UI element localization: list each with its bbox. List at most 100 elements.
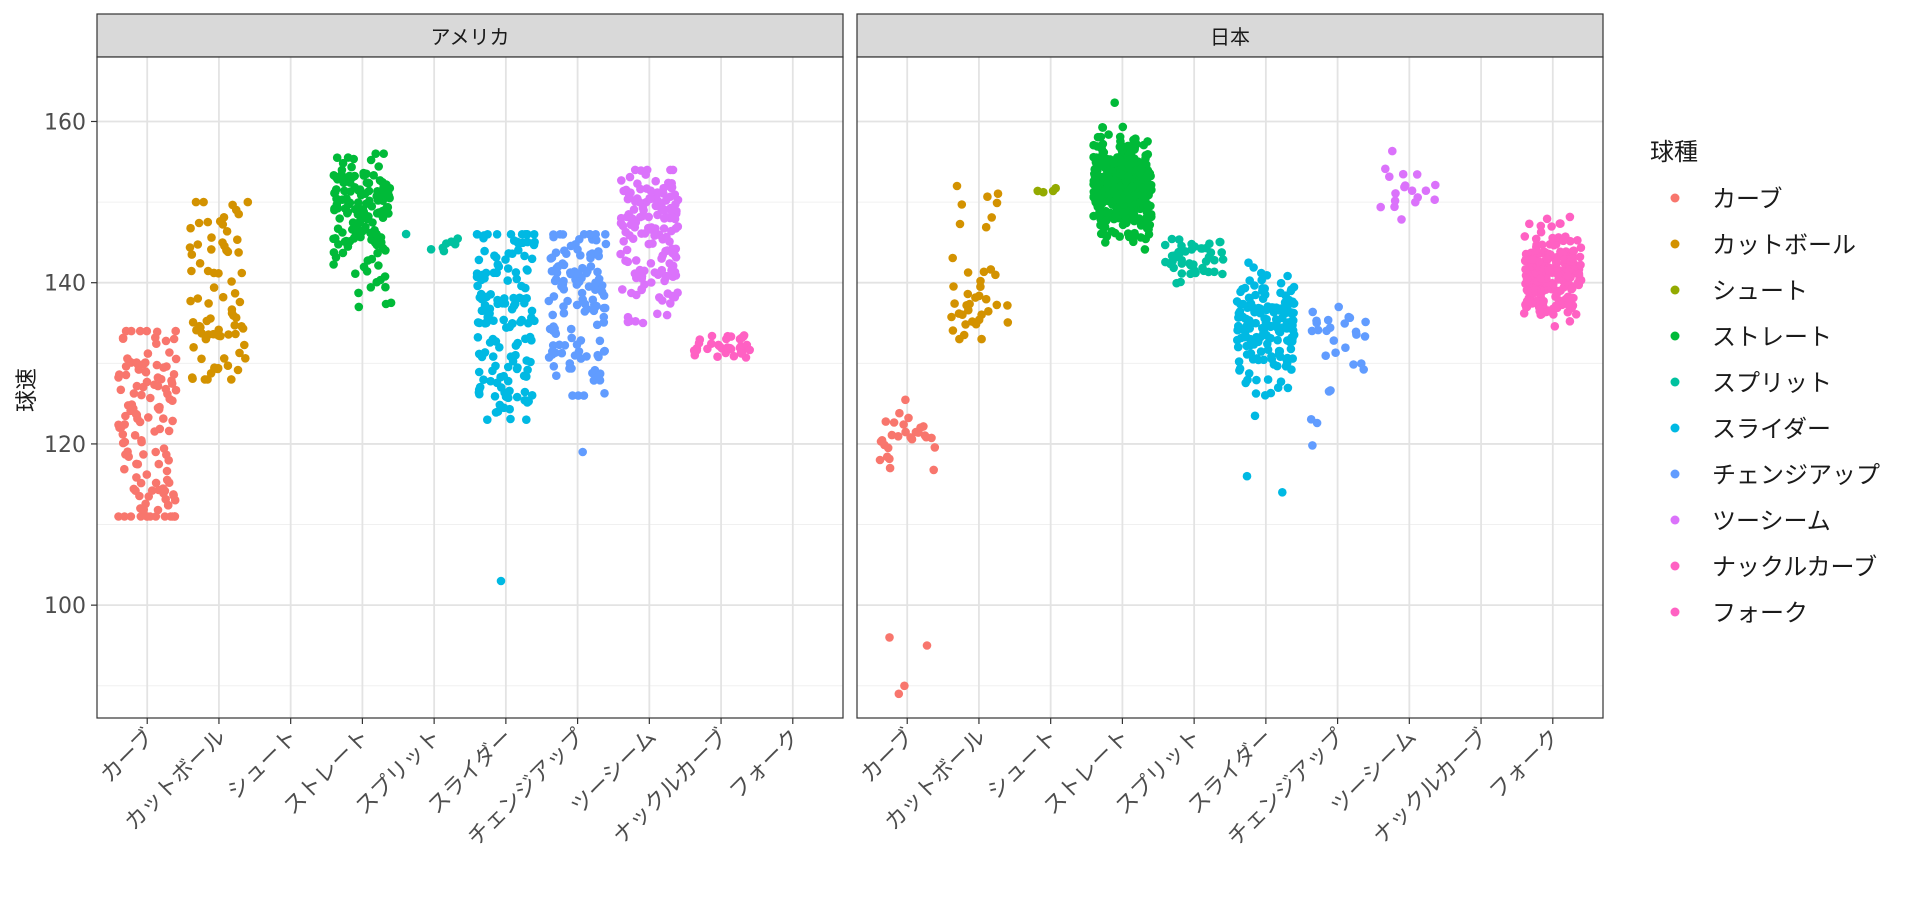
data-point — [1176, 277, 1185, 287]
data-point — [1289, 330, 1299, 340]
data-point — [1140, 245, 1150, 254]
data-point — [1190, 242, 1199, 251]
data-point — [1142, 173, 1151, 182]
data-point — [1117, 142, 1127, 151]
data-point — [1351, 327, 1361, 337]
data-point — [639, 206, 648, 215]
data-point — [521, 283, 530, 293]
data-point — [666, 299, 675, 308]
data-point — [1143, 202, 1153, 211]
data-point — [1563, 271, 1572, 281]
legend-label: カットボール — [1712, 231, 1856, 259]
data-point — [594, 274, 604, 284]
data-point — [1272, 303, 1281, 313]
data-point — [147, 486, 157, 495]
data-point — [1124, 172, 1133, 181]
data-point — [1326, 386, 1335, 395]
data-point — [1575, 252, 1585, 262]
data-point — [619, 186, 628, 196]
data-point — [503, 376, 513, 386]
data-point — [474, 255, 484, 265]
data-point — [127, 326, 136, 336]
data-point — [1548, 233, 1557, 243]
data-point — [901, 395, 910, 405]
y-tick-label: 160 — [44, 110, 86, 135]
data-point — [473, 333, 483, 342]
data-point — [1263, 345, 1273, 355]
data-point — [188, 374, 197, 384]
data-point — [663, 289, 673, 298]
data-point — [1098, 123, 1108, 132]
data-point — [374, 162, 384, 171]
data-point — [566, 241, 576, 251]
data-point — [572, 340, 582, 349]
data-point — [224, 330, 233, 339]
data-point — [653, 188, 663, 198]
data-point — [353, 198, 363, 207]
data-point — [137, 437, 146, 447]
data-point — [230, 321, 239, 330]
data-point — [1430, 195, 1439, 204]
data-point — [134, 365, 144, 374]
data-point — [646, 259, 656, 268]
data-point — [1250, 411, 1260, 421]
data-point — [1569, 246, 1579, 255]
data-point — [651, 201, 661, 211]
data-point — [488, 366, 497, 376]
data-point — [1258, 284, 1267, 293]
data-point — [121, 370, 131, 380]
data-point — [237, 322, 246, 331]
data-point — [1245, 316, 1254, 325]
strip-title-japan: 日本 — [1210, 25, 1250, 49]
data-point — [885, 463, 895, 473]
data-point — [566, 268, 575, 277]
data-point — [372, 240, 382, 250]
data-point — [341, 236, 351, 246]
data-point — [551, 248, 561, 257]
data-point — [660, 214, 669, 223]
data-point — [1234, 357, 1244, 366]
data-point — [152, 360, 162, 370]
data-point — [1234, 321, 1243, 331]
data-point — [383, 189, 393, 198]
data-point — [219, 354, 229, 363]
data-point — [549, 292, 559, 301]
data-point — [218, 238, 227, 247]
data-point — [671, 200, 680, 209]
data-point — [503, 276, 512, 285]
data-point-outlier — [1242, 471, 1252, 481]
data-point — [1266, 322, 1275, 332]
data-point — [1104, 166, 1113, 176]
data-point — [992, 198, 1002, 208]
data-point — [559, 276, 568, 286]
data-point — [1112, 207, 1121, 217]
data-point — [666, 165, 675, 175]
data-point — [659, 224, 669, 233]
data-point — [132, 381, 142, 391]
data-point — [950, 299, 959, 308]
gridlines-america — [97, 57, 843, 718]
data-point — [560, 341, 570, 350]
data-point — [517, 315, 526, 325]
legend-label: ツーシーム — [1712, 507, 1831, 535]
data-point — [889, 418, 899, 427]
data-point — [1104, 130, 1113, 139]
data-point — [1090, 175, 1100, 184]
x-tick-label: フォーク — [725, 725, 805, 805]
data-point — [881, 417, 891, 426]
data-point — [527, 336, 536, 345]
data-point — [1542, 214, 1552, 224]
legend-label: スプリット — [1712, 369, 1832, 397]
data-point — [332, 153, 342, 162]
data-point — [642, 184, 651, 193]
data-point — [117, 422, 126, 432]
data-point — [618, 285, 627, 294]
data-point — [1251, 290, 1260, 300]
data-point — [1256, 347, 1266, 356]
data-point — [333, 175, 342, 184]
data-point — [338, 248, 348, 258]
data-point — [916, 423, 925, 433]
data-point — [597, 287, 607, 297]
data-point — [930, 443, 940, 452]
data-point — [228, 200, 237, 210]
